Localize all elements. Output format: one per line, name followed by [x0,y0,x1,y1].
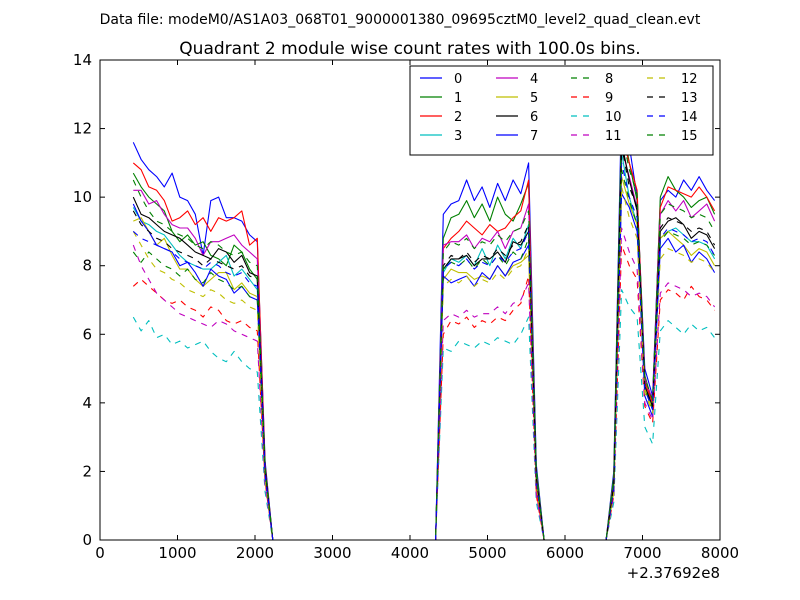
x-tick-label: 6000 [546,544,584,562]
chart-title: Quadrant 2 module wise count rates with … [179,39,640,59]
legend-label-4: 4 [530,72,538,87]
series-line-12 [132,186,716,540]
legend-label-5: 5 [530,91,538,106]
series-group [132,100,716,540]
series-line-10 [132,289,716,540]
x-tick-label: 0 [95,544,105,562]
legend-label-10: 10 [605,110,622,125]
legend-label-13: 13 [681,91,698,106]
x-tick-label: 3000 [313,544,351,562]
x-tick-label: 1000 [158,544,196,562]
x-tick-label: 4000 [391,544,429,562]
y-tick-label: 6 [82,325,92,343]
y-tick-label: 8 [82,257,92,275]
plot-area: 0 1000 2000 3000 4000 5000 6000 7000 80000246810… [73,51,739,562]
legend-label-2: 2 [454,110,462,125]
legend-label-6: 6 [530,110,538,125]
y-tick-label: 2 [82,462,92,480]
series-line-11 [132,227,716,540]
series-line-13 [132,145,716,540]
legend-label-8: 8 [605,72,613,87]
legend-label-11: 11 [605,129,622,144]
chart-suptitle: Data file: modeM0/AS1A03_068T01_90000013… [100,12,701,28]
legend-label-1: 1 [454,91,462,106]
y-tick-label: 12 [73,120,92,138]
legend-label-9: 9 [605,91,613,106]
y-tick-label: 4 [82,394,92,412]
x-tick-label: 5000 [468,544,506,562]
legend-label-12: 12 [681,72,698,87]
x-tick-label: 8000 [701,544,739,562]
legend-label-0: 0 [454,72,462,87]
legend-label-14: 14 [681,110,698,125]
legend-label-15: 15 [681,129,698,144]
series-line-14 [132,162,716,540]
y-tick-label: 0 [82,531,92,549]
y-tick-label: 10 [73,188,92,206]
series-line-8 [132,169,716,540]
y-tick-label: 14 [73,51,92,69]
x-tick-label: 2000 [236,544,274,562]
series-line-15 [132,131,716,540]
legend-label-7: 7 [530,129,538,144]
x-tick-label: 7000 [623,544,661,562]
x-offset-label: +2.37692e8 [627,564,720,582]
legend-label-3: 3 [454,129,462,144]
legend-box [409,65,714,156]
